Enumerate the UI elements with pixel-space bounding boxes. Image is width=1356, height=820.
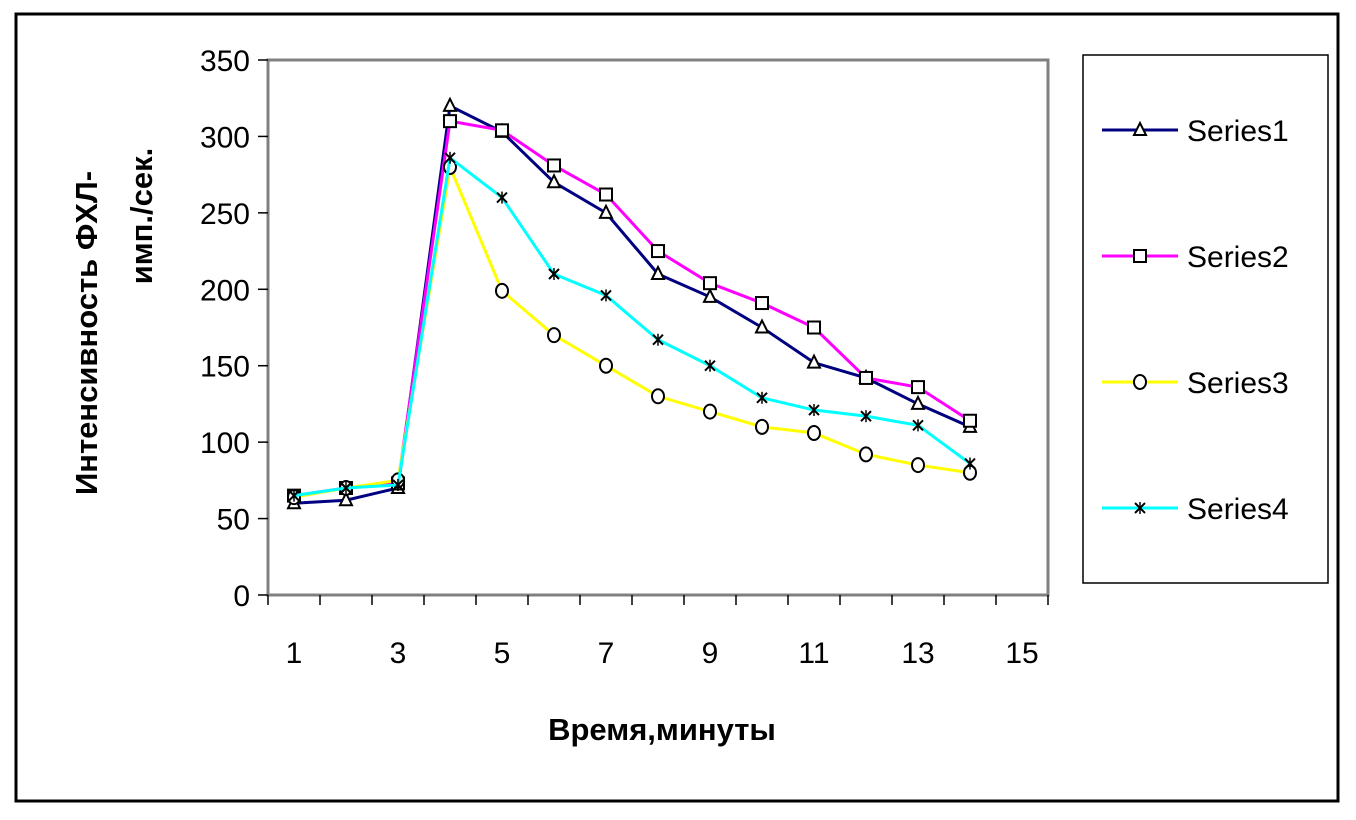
series-point: [807, 320, 821, 335]
series-point: [860, 410, 872, 423]
y-tick-label: 300: [200, 121, 250, 154]
y-tick-label: 50: [217, 504, 250, 537]
x-axis-title: Время,минуты: [548, 712, 776, 747]
y-axis-title-line-2: имп./сек.: [124, 148, 159, 285]
series-point: [652, 333, 664, 346]
series-point: [704, 359, 716, 372]
series-point: [547, 158, 561, 173]
legend-marker: [1133, 249, 1147, 263]
series-point: [703, 276, 717, 291]
x-tick-label: 11: [798, 637, 829, 670]
series-point: [964, 457, 976, 470]
series-point: [702, 287, 718, 303]
legend-marker: [1134, 502, 1146, 514]
series-group: [286, 96, 978, 510]
series-point: [600, 289, 612, 302]
legend-label: Series1: [1187, 115, 1289, 148]
series-point: [754, 318, 770, 334]
legend-item: Series3: [1102, 367, 1289, 400]
y-tick-label: 0: [233, 580, 250, 613]
series-point: [808, 404, 820, 417]
legend-item: Series4: [1102, 493, 1289, 526]
y-tick-label: 200: [200, 274, 250, 307]
series-point: [911, 380, 925, 395]
series-point: [651, 244, 665, 259]
series-point: [496, 191, 508, 204]
y-tick-label: 250: [200, 198, 250, 231]
legend-item: Series2: [1102, 241, 1289, 274]
x-tick-label: 3: [390, 637, 407, 670]
series-point: [442, 96, 458, 112]
series-point: [548, 268, 560, 280]
series-point: [599, 187, 613, 202]
x-tick-label: 13: [901, 637, 934, 670]
x-tick-label: 9: [702, 637, 719, 670]
x-tick-label: 5: [494, 637, 511, 670]
y-axis-title-line-1: Интенсивность ФХЛ-: [69, 171, 104, 495]
y-tick-label: 150: [200, 351, 250, 384]
series-point: [755, 296, 769, 311]
series-point: [755, 418, 769, 435]
series-point: [547, 327, 561, 344]
series-point: [806, 353, 822, 369]
legend-label: Series2: [1187, 241, 1289, 274]
series-point: [807, 424, 821, 441]
series-point: [910, 394, 926, 410]
y-axis-title: Интенсивность ФХЛ- имп./сек.: [69, 148, 159, 495]
series-point: [546, 173, 562, 189]
series-point: [756, 391, 768, 404]
y-tick-label: 100: [200, 427, 250, 460]
series-point: [598, 203, 614, 219]
series-point: [288, 489, 300, 502]
series-point: [912, 419, 924, 432]
series-point: [495, 123, 509, 138]
x-tick-label: 15: [1005, 637, 1038, 670]
series-point: [859, 370, 873, 385]
legend-box: [1082, 54, 1329, 584]
series-point: [444, 151, 456, 164]
legend-label: Series4: [1187, 493, 1289, 526]
series-4: [288, 151, 976, 502]
legend-item: Series1: [1102, 115, 1289, 148]
series-point: [859, 446, 873, 463]
plot-area: [266, 58, 1050, 597]
x-tick-label: 1: [286, 637, 303, 670]
legend-label: Series3: [1187, 367, 1289, 400]
series-point: [599, 357, 613, 374]
series-point: [963, 413, 977, 428]
series-point: [392, 478, 404, 491]
series-point: [650, 264, 666, 280]
series-point: [495, 282, 509, 299]
series-point: [651, 388, 665, 405]
series-point: [911, 457, 925, 474]
series-point: [338, 490, 354, 507]
series-point: [340, 482, 352, 494]
series-point: [443, 114, 457, 129]
x-tick-label: 7: [598, 637, 615, 670]
y-tick-label: 350: [200, 45, 250, 78]
legend-marker: [1132, 120, 1148, 136]
legend-marker: [1133, 374, 1147, 390]
series-point: [703, 403, 717, 420]
series-line: [293, 155, 971, 498]
legend: Series1 Series2 Series3 Series4: [1102, 115, 1289, 526]
